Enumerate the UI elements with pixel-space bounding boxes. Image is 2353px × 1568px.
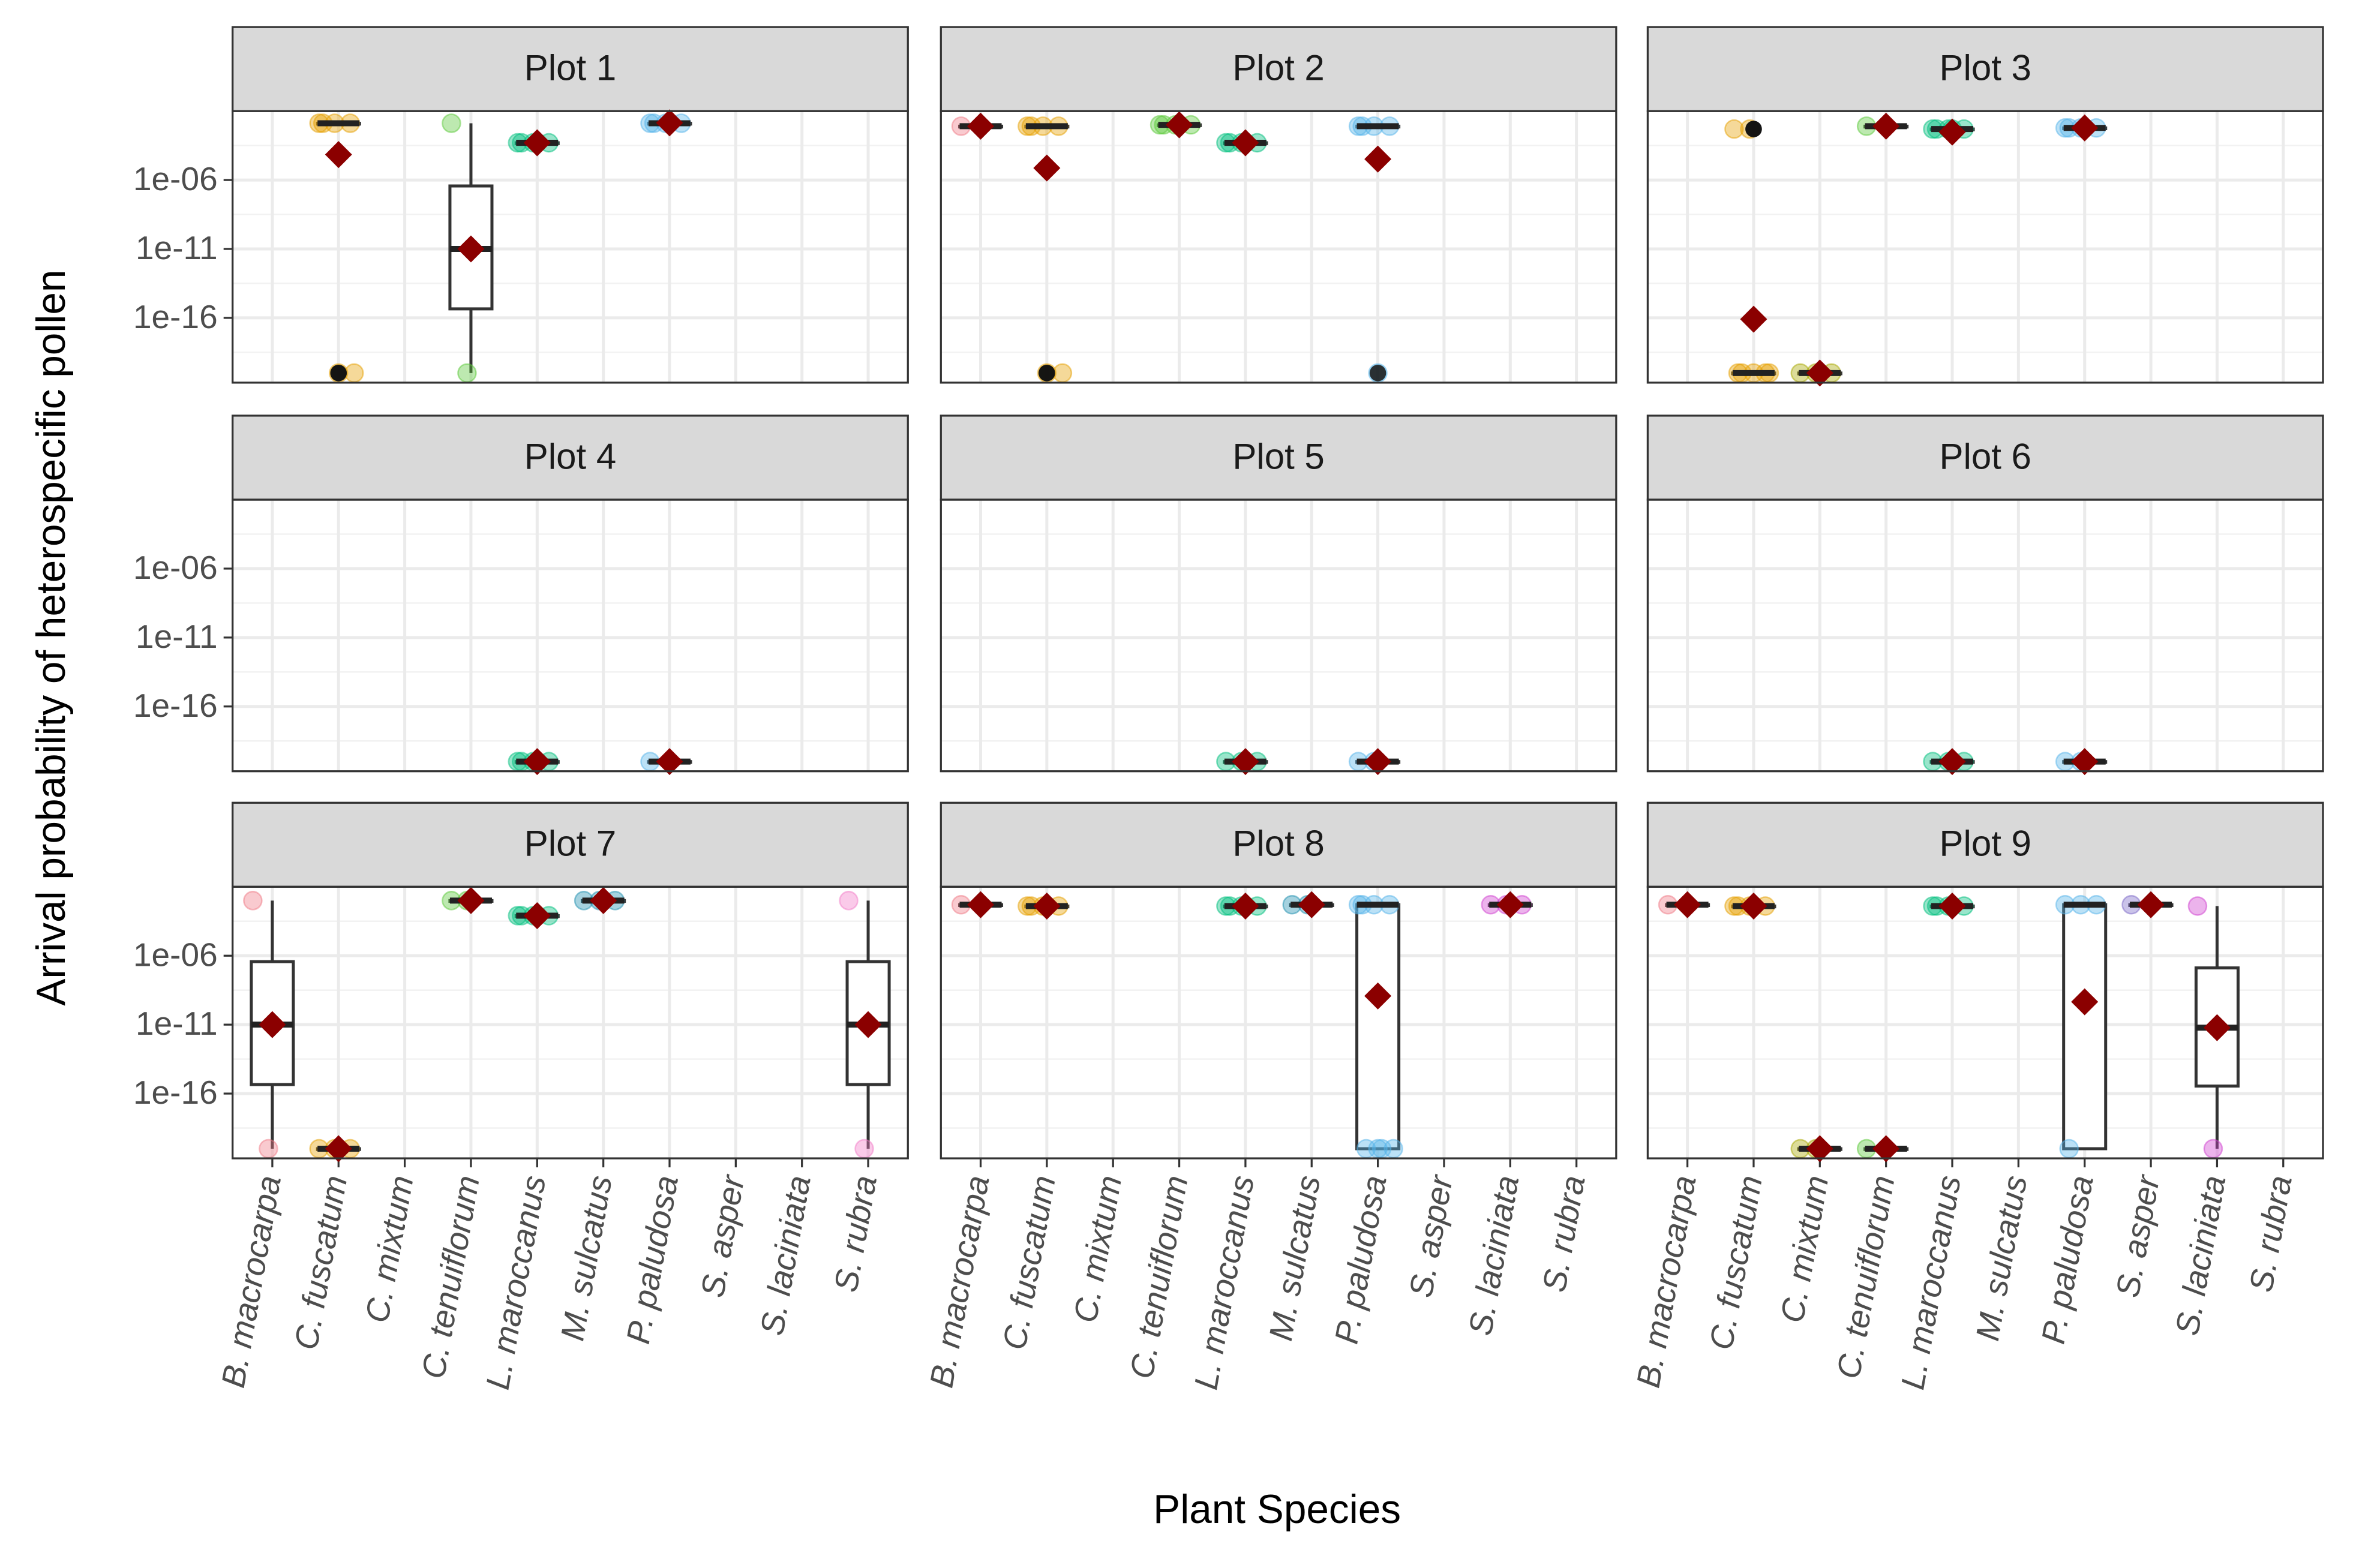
y-tick-label: 1e-11	[136, 229, 218, 266]
mean	[523, 748, 551, 776]
point	[854, 1139, 874, 1159]
panel-background	[1647, 500, 2323, 771]
panel-background	[232, 500, 908, 771]
strip-label: Plot 2	[1232, 48, 1324, 88]
strip-label: Plot 5	[1232, 436, 1324, 476]
panel-border	[232, 498, 909, 773]
strip-label: Plot 8	[1232, 824, 1324, 864]
mean	[1806, 359, 1833, 387]
y-tick-label: 1e-11	[136, 1005, 218, 1042]
strip	[940, 801, 1617, 888]
strip-label: Plot 7	[524, 824, 616, 864]
mean	[523, 902, 551, 930]
mean	[1806, 1135, 1833, 1163]
y-axis-title: Arrival probability of heterospecific po…	[29, 270, 74, 1006]
mean	[325, 1135, 352, 1163]
outlier	[1039, 365, 1055, 382]
mean	[2071, 988, 2099, 1016]
panel-background	[1647, 111, 2323, 383]
mean	[259, 1011, 286, 1038]
mean	[1033, 892, 1061, 920]
mean	[1166, 111, 1193, 139]
strip	[232, 801, 909, 888]
mean	[457, 887, 485, 914]
strip-label: Plot 4	[524, 436, 616, 476]
box	[2062, 903, 2108, 1151]
mean	[2203, 1014, 2231, 1041]
strip	[940, 26, 1617, 112]
point	[1724, 119, 1744, 139]
strip	[1646, 801, 2324, 888]
y-tick-label: 1e-16	[133, 687, 218, 724]
y-tick-label: 1e-06	[133, 549, 218, 586]
point	[457, 363, 477, 383]
mean	[1232, 892, 1259, 920]
strip-label: Plot 1	[524, 48, 616, 88]
point	[259, 1139, 278, 1159]
point	[839, 891, 859, 911]
mean	[1740, 892, 1767, 920]
y-tick-label: 1e-16	[133, 1074, 218, 1111]
point	[1371, 1139, 1392, 1159]
strip-label: Plot 6	[1939, 436, 2031, 476]
panel-border	[940, 885, 1617, 1160]
point	[2187, 896, 2208, 916]
mean	[2071, 748, 2099, 776]
panel-border	[940, 498, 1617, 773]
panel-border	[1646, 885, 2324, 1160]
box	[1355, 903, 1401, 1151]
mean	[967, 112, 995, 140]
mean	[967, 891, 995, 918]
strip	[232, 26, 909, 112]
point	[243, 891, 263, 911]
mean	[325, 141, 352, 169]
mean	[1232, 748, 1259, 776]
y-tick-label: 1e-06	[133, 936, 218, 973]
mean	[523, 129, 551, 157]
panel-border	[1646, 498, 2324, 773]
panel-background	[941, 500, 1616, 771]
outlier	[330, 365, 347, 382]
outlier	[1369, 365, 1386, 382]
point	[442, 113, 461, 133]
strip	[940, 414, 1617, 501]
panel-border	[232, 885, 909, 1160]
strip	[232, 414, 909, 501]
panel-background	[941, 887, 1616, 1159]
mean	[1872, 112, 1900, 140]
mean	[457, 235, 485, 263]
mean	[590, 887, 617, 914]
panel-background	[941, 111, 1616, 383]
mean	[854, 1011, 882, 1038]
mean	[2137, 891, 2165, 918]
y-tick-label: 1e-06	[133, 160, 218, 197]
point	[2059, 1139, 2079, 1159]
point	[1052, 363, 1073, 383]
strip-label: Plot 9	[1939, 824, 2031, 864]
panel-border	[1646, 110, 2324, 384]
mean	[2071, 114, 2099, 142]
panel-border	[232, 110, 909, 384]
outlier	[1745, 121, 1762, 137]
point	[2203, 1139, 2223, 1159]
panel-border	[940, 110, 1617, 384]
point	[344, 363, 364, 383]
mean	[1298, 891, 1325, 918]
y-tick-label: 1e-11	[136, 618, 218, 655]
strip-label: Plot 3	[1939, 48, 2031, 88]
mean	[1232, 129, 1259, 157]
x-axis-title: Plant Species	[1153, 1487, 1401, 1532]
y-tick-label: 1e-16	[133, 298, 218, 335]
strip	[1646, 414, 2324, 501]
mean	[1033, 154, 1061, 182]
panel-background	[232, 887, 908, 1159]
mean	[1872, 1135, 1900, 1163]
